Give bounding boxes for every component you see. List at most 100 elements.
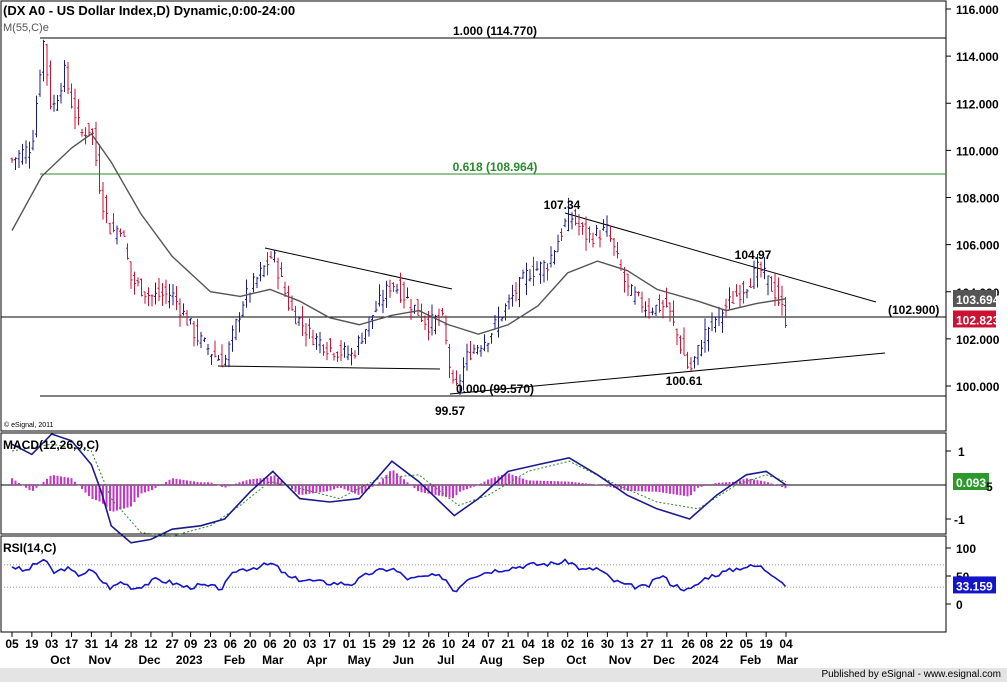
- trendline-upper-1: [264, 247, 453, 290]
- price-tick-label: 100.000: [956, 380, 1000, 394]
- chart-marks: 116.000 114.000 112.000 110.000 108.000 106.0…: [1, 3, 1000, 667]
- price-tick-label: 114.000: [956, 50, 999, 64]
- x-day-label: 31: [85, 637, 99, 651]
- x-day-label: 14: [105, 637, 119, 651]
- high-2-label: 104.97: [735, 248, 772, 262]
- publisher-text: Published by eSignal - www.esignal.com: [821, 669, 1001, 680]
- fib-100-label: 1.000 (114.770): [453, 24, 537, 38]
- x-month-label: Jul: [437, 653, 454, 667]
- x-month-label: Oct: [50, 653, 70, 667]
- rsi-label: RSI(14,C): [3, 541, 56, 555]
- x-day-label: 27: [166, 637, 180, 651]
- x-month-label: Feb: [224, 653, 245, 667]
- rsi-panel: [0, 535, 947, 633]
- trendline-upper-2: [564, 212, 877, 303]
- x-month-label: 2023: [176, 653, 203, 667]
- x-day-label: 06: [224, 637, 238, 651]
- x-day-label: 27: [640, 637, 654, 651]
- x-day-label: 19: [25, 637, 39, 651]
- x-month-label: Mar: [777, 653, 799, 667]
- x-day-label: 28: [124, 637, 138, 651]
- rsi-value-label-bg: [953, 576, 996, 594]
- x-day-label: 24: [462, 637, 476, 651]
- ma-value-label: 103.694: [956, 293, 1000, 307]
- macd-partial-label: 5: [986, 480, 993, 494]
- x-day-label: 12: [144, 637, 158, 651]
- trendline-lower-2: [449, 352, 886, 395]
- x-day-label: 05: [740, 637, 754, 651]
- x-day-label: 13: [621, 637, 635, 651]
- last-price-label-bg: [953, 310, 996, 328]
- rsi-line: [11, 558, 787, 593]
- footer-bar: Published by eSignal - www.esignal.com: [0, 668, 1007, 682]
- chart-title: (DX A0 - US Dollar Index,D) Dynamic,0:00…: [3, 3, 295, 18]
- x-day-label: 04: [779, 637, 793, 651]
- x-month-label: Jun: [393, 653, 414, 667]
- x-day-label: 26: [682, 637, 696, 651]
- x-day-label: 09: [184, 637, 198, 651]
- x-month-label: Nov: [89, 653, 112, 667]
- price-panel: [0, 0, 947, 432]
- rsi-tick-label: 100: [956, 542, 976, 556]
- x-day-label: 18: [541, 637, 555, 651]
- x-month-label: Nov: [609, 653, 632, 667]
- price-tick-label: 106.000: [956, 239, 1000, 253]
- x-day-label: 26: [422, 637, 436, 651]
- x-day-label: 23: [204, 637, 218, 651]
- x-day-label: 03: [45, 637, 59, 651]
- macd-panel: [0, 432, 947, 535]
- x-day-label: 12: [402, 637, 416, 651]
- x-day-label: 02: [561, 637, 575, 651]
- ma-line: [11, 132, 787, 335]
- last-price-label: 102.823: [956, 313, 1000, 327]
- fib-618-label: 0.618 (108.964): [453, 160, 538, 174]
- x-day-label: 19: [759, 637, 773, 651]
- price-tick-label: 110.000: [956, 144, 999, 158]
- x-day-label: 04: [521, 637, 535, 651]
- x-month-label: Dec: [653, 653, 675, 667]
- x-day-label: 20: [243, 637, 257, 651]
- x-day-label: 16: [581, 637, 595, 651]
- x-day-label: 11: [661, 637, 674, 651]
- fib-000-label: 0.000 (99.570): [456, 382, 534, 396]
- x-day-label: 20: [283, 637, 297, 651]
- x-day-label: 17: [323, 637, 337, 651]
- x-day-label: 17: [65, 637, 79, 651]
- macd-label: MACD(12,26,9,C): [3, 438, 99, 452]
- x-day-label: 07: [482, 637, 496, 651]
- copyright-label: © eSignal, 2011: [4, 421, 54, 429]
- x-day-label: 03: [303, 637, 317, 651]
- price-tick-label: 102.000: [956, 333, 1000, 347]
- x-day-label: 10: [442, 637, 456, 651]
- macd-value-label: 0.093: [956, 476, 986, 490]
- rsi-tick-label: 0: [956, 598, 963, 612]
- ma-label: M(55,C)e: [3, 22, 49, 34]
- macd-tick-label: -1: [954, 513, 965, 527]
- ma-value-label-bg: [953, 289, 996, 307]
- x-month-label: Apr: [306, 653, 327, 667]
- x-day-label: 22: [720, 637, 734, 651]
- x-day-label: 21: [501, 637, 515, 651]
- x-month-label: Sep: [523, 653, 545, 667]
- x-day-label: 08: [700, 637, 714, 651]
- x-month-label: Mar: [262, 653, 284, 667]
- macd-tick-label: 1: [958, 445, 965, 459]
- x-day-label: 30: [601, 637, 615, 651]
- x-month-label: Oct: [566, 653, 586, 667]
- hline-label: (102.900): [888, 303, 939, 317]
- price-tick-label: 116.000: [956, 3, 999, 17]
- x-month-label: Dec: [138, 653, 160, 667]
- trendline-lower-1: [217, 365, 441, 370]
- x-day-label: 05: [5, 637, 19, 651]
- low-1-label: 99.57: [435, 404, 465, 418]
- x-day-label: 06: [263, 637, 277, 651]
- high-1-label: 107.34: [544, 198, 581, 212]
- low-2-label: 100.61: [666, 374, 703, 388]
- x-day-label: 01: [343, 637, 357, 651]
- x-day-label: 15: [363, 637, 377, 651]
- rsi-value-label: 33.159: [956, 579, 993, 593]
- x-month-label: Feb: [740, 653, 761, 667]
- macd-line: [11, 433, 787, 544]
- price-tick-label: 108.000: [956, 192, 1000, 206]
